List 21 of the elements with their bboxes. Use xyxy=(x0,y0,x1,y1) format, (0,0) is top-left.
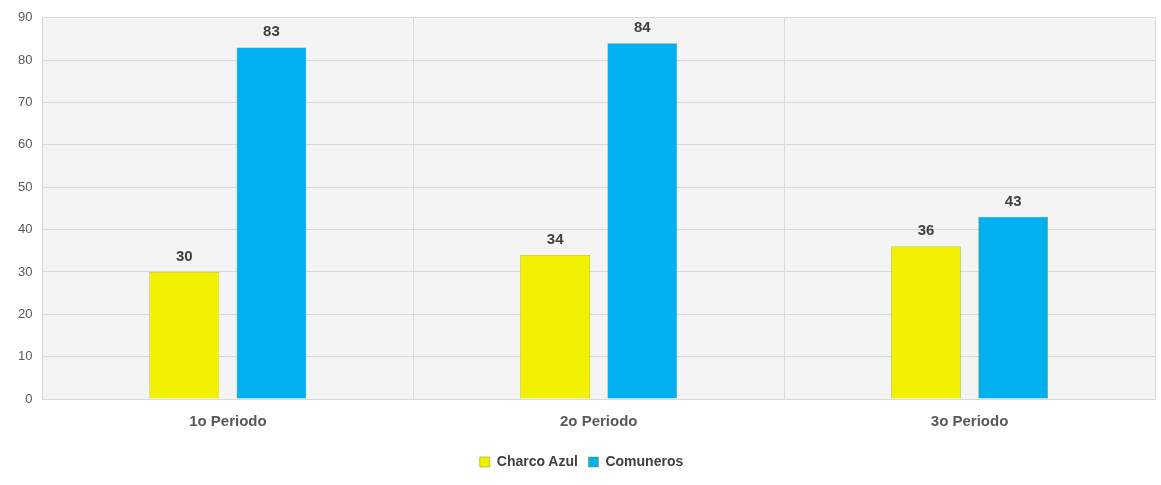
y-tick-label: 80 xyxy=(17,51,33,67)
data-label: 36 xyxy=(917,221,935,239)
x-tick-label: 1o Periodo xyxy=(189,412,267,430)
y-tick-label: 90 xyxy=(17,9,33,25)
y-tick-label: 40 xyxy=(17,221,33,237)
y-tick-label: 20 xyxy=(17,305,33,321)
x-tick-label: 3o Periodo xyxy=(930,412,1009,430)
data-label: 84 xyxy=(633,17,652,35)
y-tick-label: 30 xyxy=(17,263,33,279)
data-label: 30 xyxy=(175,246,193,264)
data-label: 43 xyxy=(1004,191,1022,209)
x-tick-label: 2o Periodo xyxy=(559,412,638,430)
y-tick-label: 60 xyxy=(17,136,33,152)
y-tick-label: 50 xyxy=(17,178,33,194)
legend-label: Charco Azul xyxy=(496,452,578,469)
y-tick-label: 0 xyxy=(25,390,33,406)
data-label: 83 xyxy=(263,22,280,40)
y-tick-label: 10 xyxy=(17,348,33,364)
legend-label: Comuneros xyxy=(605,452,684,469)
y-tick-label: 70 xyxy=(17,94,33,110)
data-label: 34 xyxy=(546,229,565,247)
